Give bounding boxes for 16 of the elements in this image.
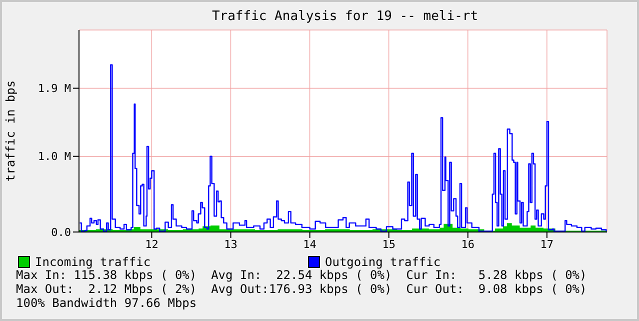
text: Max Out: 2.12 Mbps ( 2%) Avg Out:176.93 kbps ( 0%) Cur Out: 9.08 kbps ( 0%) bbox=[16, 282, 587, 296]
text: Max In: 115.38 kbps ( 0%) Avg In: 22.54 kbps ( 0%) Cur In: 5.28 kbps ( 0%) bbox=[16, 268, 587, 282]
x-tick-label: 14 bbox=[303, 238, 317, 251]
x-tick-label: 13 bbox=[224, 238, 238, 251]
text: 100% Bandwidth 97.66 Mbps bbox=[16, 296, 198, 310]
y-tick-label: 0.0 bbox=[51, 226, 71, 239]
y-tick-label: 1.9 M bbox=[38, 82, 72, 96]
x-tick-label: 12 bbox=[145, 238, 158, 251]
x-tick-label: 15 bbox=[382, 238, 396, 251]
y-axis-title: traffic in bps bbox=[3, 80, 18, 182]
y-tick-label: 1.0 M bbox=[38, 150, 72, 164]
legend-label: Outgoing traffic bbox=[325, 255, 442, 269]
x-tick-label: 16 bbox=[461, 238, 475, 251]
x-tick-label: 17 bbox=[540, 238, 554, 251]
legend-label: Incoming traffic bbox=[34, 255, 152, 269]
chart-title: Traffic Analysis for 19 -- meli-rt bbox=[210, 9, 480, 24]
